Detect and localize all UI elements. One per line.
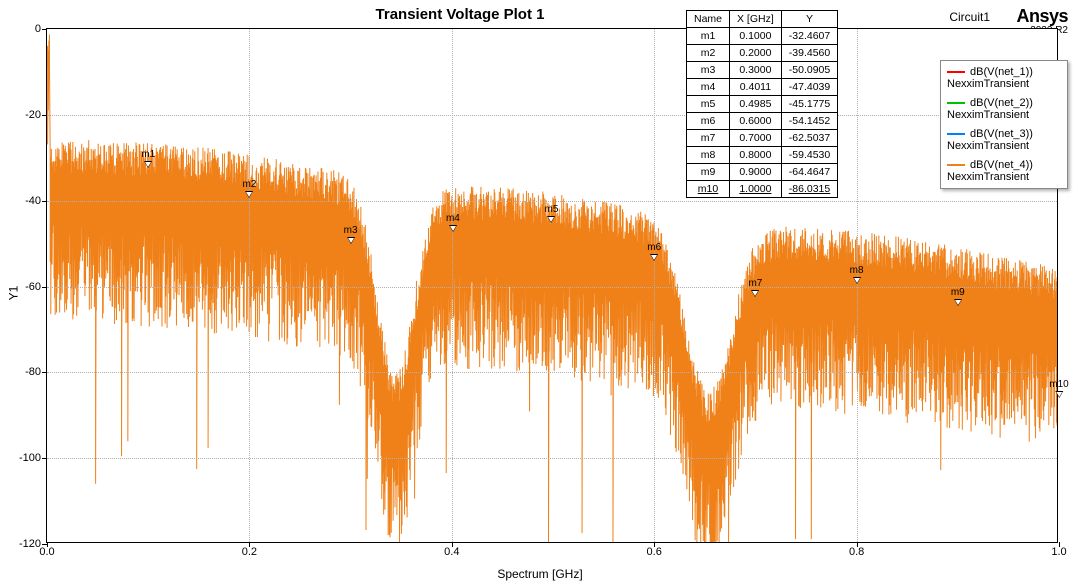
table-cell: -59.4530 (781, 147, 837, 164)
table-row[interactable]: m10.1000-32.4607 (687, 28, 838, 45)
xtick-label: 0.8 (849, 542, 864, 558)
table-header: Y (781, 11, 837, 28)
table-cell: -62.5037 (781, 130, 837, 147)
table-cell: m7 (687, 130, 730, 147)
ytick-label: -20 (25, 109, 47, 121)
table-header: Name (687, 11, 730, 28)
table-row[interactable]: m80.8000-59.4530 (687, 147, 838, 164)
xtick-label: 0.4 (444, 542, 459, 558)
table-cell: 0.8000 (730, 147, 782, 164)
legend-swatch-icon (947, 133, 965, 135)
table-cell: 0.6000 (730, 113, 782, 130)
legend-swatch-icon (947, 164, 965, 166)
grid-line-h (47, 458, 1057, 459)
grid-line-h (47, 287, 1057, 288)
grid-line-v (452, 29, 453, 542)
spectrum-trace (47, 34, 1057, 542)
brand-name: Ansys (1016, 6, 1068, 27)
table-cell: m2 (687, 45, 730, 62)
table-cell: 0.9000 (730, 164, 782, 181)
grid-line-h (47, 201, 1057, 202)
table-row[interactable]: m60.6000-54.1452 (687, 113, 838, 130)
x-axis-label: Spectrum [GHz] (0, 567, 1080, 581)
legend-swatch-icon (947, 102, 965, 104)
table-cell: -45.1775 (781, 96, 837, 113)
table-cell: m4 (687, 79, 730, 96)
legend-sublabel: NexximTransient (947, 171, 1061, 183)
marker-table[interactable]: NameX [GHz]Y m10.1000-32.4607m20.2000-39… (686, 10, 838, 198)
legend-entry[interactable]: dB(V(net_1))NexximTransient (947, 66, 1061, 90)
grid-line-v (654, 29, 655, 542)
legend-label: dB(V(net_3)) (970, 128, 1033, 140)
legend-box[interactable]: dB(V(net_1))NexximTransientdB(V(net_2))N… (940, 60, 1068, 189)
table-cell: -39.4560 (781, 45, 837, 62)
table-cell: 0.2000 (730, 45, 782, 62)
table-cell: m5 (687, 96, 730, 113)
table-cell: 0.7000 (730, 130, 782, 147)
table-row[interactable]: m40.4011-47.4039 (687, 79, 838, 96)
table-cell: 1.0000 (730, 181, 782, 198)
xtick-label: 0.6 (647, 542, 662, 558)
plot-title: Transient Voltage Plot 1 (0, 6, 1080, 23)
grid-line-v (857, 29, 858, 542)
table-row[interactable]: m101.0000-86.0315 (687, 181, 838, 198)
legend-swatch-icon (947, 71, 965, 73)
legend-entry[interactable]: dB(V(net_3))NexximTransient (947, 128, 1061, 152)
ytick-label: -60 (25, 281, 47, 293)
table-row[interactable]: m20.2000-39.4560 (687, 45, 838, 62)
legend-label: dB(V(net_4)) (970, 159, 1033, 171)
table-cell: -32.4607 (781, 28, 837, 45)
legend-entry[interactable]: dB(V(net_2))NexximTransient (947, 97, 1061, 121)
table-cell: 0.1000 (730, 28, 782, 45)
table-cell: m3 (687, 62, 730, 79)
table-cell: 0.4985 (730, 96, 782, 113)
table-cell: -54.1452 (781, 113, 837, 130)
grid-line-h (47, 372, 1057, 373)
table-cell: -47.4039 (781, 79, 837, 96)
legend-label: dB(V(net_2)) (970, 97, 1033, 109)
table-cell: 0.3000 (730, 62, 782, 79)
table-cell: 0.4011 (730, 79, 782, 96)
y-axis-label: Y1 (6, 285, 20, 300)
legend-sublabel: NexximTransient (947, 109, 1061, 121)
table-cell: m10 (687, 181, 730, 198)
ytick-label: -80 (25, 366, 47, 378)
table-cell: m1 (687, 28, 730, 45)
table-cell: m8 (687, 147, 730, 164)
grid-line-h (47, 115, 1057, 116)
table-cell: -50.0905 (781, 62, 837, 79)
legend-sublabel: NexximTransient (947, 140, 1061, 152)
circuit-label: Circuit1 (949, 10, 990, 24)
plot-area[interactable]: 0.00.20.40.60.81.0-120-100-80-60-40-200m… (46, 28, 1058, 543)
table-cell: m6 (687, 113, 730, 130)
xtick-label: 1.0 (1051, 542, 1066, 558)
table-row[interactable]: m50.4985-45.1775 (687, 96, 838, 113)
ytick-label: -100 (19, 452, 47, 464)
grid-line-v (249, 29, 250, 542)
ytick-label: 0 (35, 23, 47, 35)
spectrum-canvas (47, 29, 1057, 542)
plot-window: Transient Voltage Plot 1 Circuit1 Ansys … (0, 0, 1080, 585)
legend-entry[interactable]: dB(V(net_4))NexximTransient (947, 159, 1061, 183)
table-row[interactable]: m70.7000-62.5037 (687, 130, 838, 147)
table-cell: -64.4647 (781, 164, 837, 181)
table-row[interactable]: m30.3000-50.0905 (687, 62, 838, 79)
ytick-label: -120 (19, 538, 47, 550)
table-header: X [GHz] (730, 11, 782, 28)
xtick-label: 0.2 (242, 542, 257, 558)
legend-sublabel: NexximTransient (947, 78, 1061, 90)
table-row[interactable]: m90.9000-64.4647 (687, 164, 838, 181)
ytick-label: -40 (25, 195, 47, 207)
table-cell: -86.0315 (781, 181, 837, 198)
table-cell: m9 (687, 164, 730, 181)
legend-label: dB(V(net_1)) (970, 66, 1033, 78)
